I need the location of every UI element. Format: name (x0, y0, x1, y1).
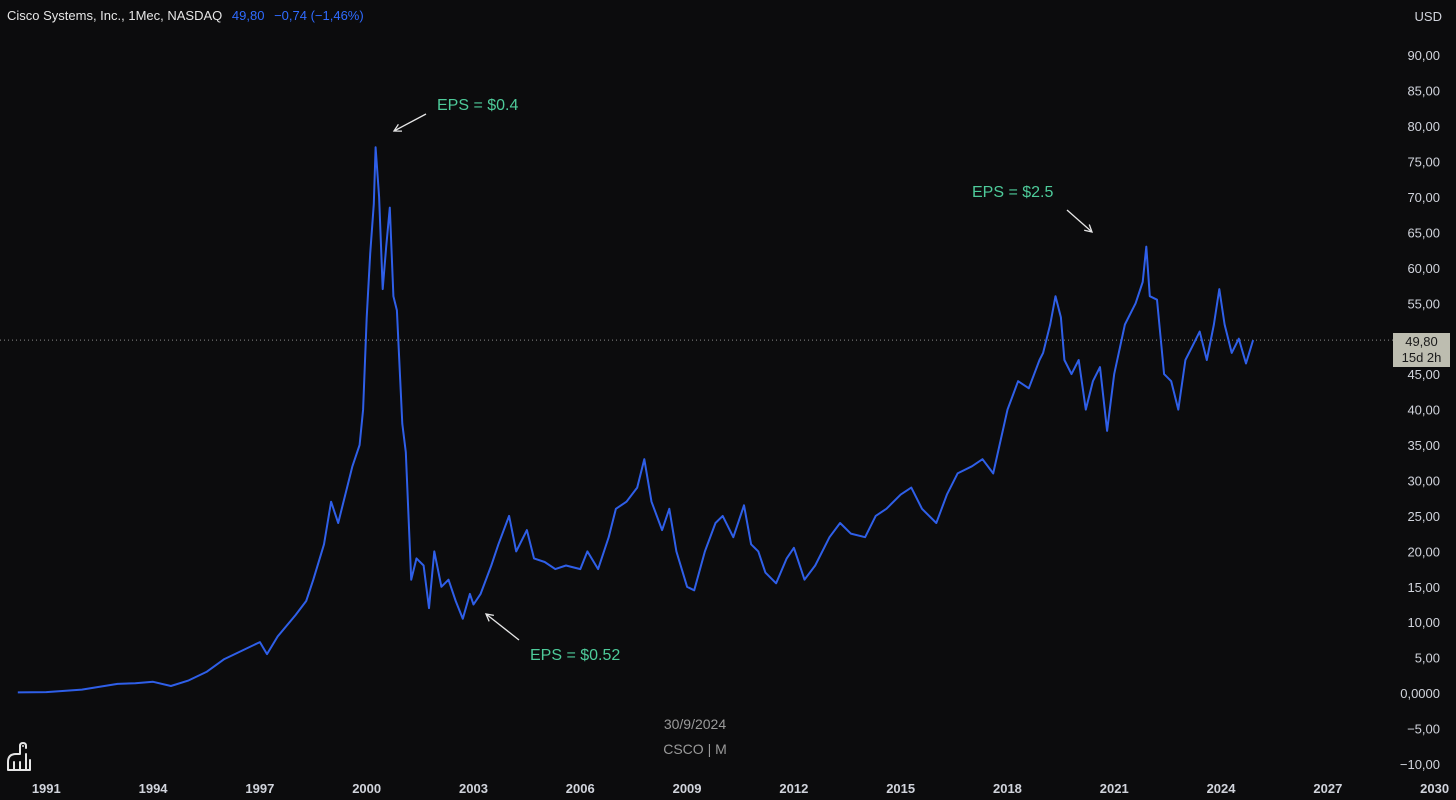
x-tick-label: 2018 (993, 781, 1022, 796)
price-change: −0,74 (−1,46%) (274, 8, 364, 23)
eps-annotation: EPS = $2.5 (972, 184, 1053, 201)
annotation-arrowhead (392, 123, 403, 132)
annotation-arrow (485, 613, 520, 641)
y-tick-label: 85,00 (1407, 84, 1440, 99)
y-tick-label: 40,00 (1407, 403, 1440, 418)
x-tick-label: 2006 (566, 781, 595, 796)
y-tick-label: 20,00 (1407, 544, 1440, 559)
x-tick-label: 1991 (32, 781, 61, 796)
y-tick-label: 90,00 (1407, 48, 1440, 63)
y-tick-label: 15,00 (1407, 580, 1440, 595)
y-tick-label: 75,00 (1407, 155, 1440, 170)
y-tick-label: 80,00 (1407, 119, 1440, 134)
x-tick-label: 2024 (1207, 781, 1237, 796)
y-tick-label: 25,00 (1407, 509, 1440, 524)
annotation-arrow (1066, 209, 1093, 233)
y-tick-label: 5,00 (1415, 651, 1440, 666)
watermark-date: 30/9/2024 (663, 716, 727, 732)
x-tick-label: 2012 (779, 781, 808, 796)
eps-annotation: EPS = $0.52 (530, 647, 620, 664)
y-tick-label: 60,00 (1407, 261, 1440, 276)
y-tick-label: 0,0000 (1400, 686, 1440, 701)
tradingview-logo-icon[interactable] (4, 740, 34, 774)
y-tick-label: −10,00 (1400, 757, 1440, 772)
y-tick-label: 35,00 (1407, 438, 1440, 453)
y-tick-label: 65,00 (1407, 225, 1440, 240)
annotation-arrowhead (484, 613, 494, 622)
y-tick-label: 45,00 (1407, 367, 1440, 382)
symbol-legend[interactable]: Cisco Systems, Inc., 1Mec, NASDAQ 49,80 … (7, 8, 364, 23)
y-tick-label: 10,00 (1407, 615, 1440, 630)
last-price: 49,80 (231, 8, 265, 23)
bar-countdown: 15d 2h (1401, 350, 1442, 365)
x-tick-label: 2009 (673, 781, 702, 796)
y-tick-label: −5,00 (1407, 722, 1440, 737)
x-tick-label: 2030 (1420, 781, 1449, 796)
x-tick-label: 2003 (459, 781, 488, 796)
price-axis[interactable]: 90,00 85,00 80,00 75,00 70,00 65,00 60,00 55,00… (1400, 48, 1440, 772)
x-tick-label: 1994 (139, 781, 169, 796)
x-tick-label: 2000 (352, 781, 381, 796)
symbol-title: Cisco Systems, Inc., 1Mec, NASDAQ (7, 8, 223, 23)
last-price-tag-value: 49,80 (1405, 334, 1438, 349)
last-price-tag: 49,80 15d 2h (1393, 333, 1450, 367)
annotation-arrowhead (1084, 224, 1094, 233)
annotation-arrow (393, 113, 427, 132)
time-axis[interactable]: 1991 1994 1997 2000 2003 2006 2009 2012 2015 2018… (32, 781, 1449, 796)
x-tick-label: 1997 (245, 781, 274, 796)
y-tick-label: 70,00 (1407, 190, 1440, 205)
y-tick-label: 30,00 (1407, 473, 1440, 488)
annotations: EPS = $0.4 EPS = $0.52 EPS = $2.5 (392, 97, 1094, 664)
eps-annotation: EPS = $0.4 (437, 97, 518, 114)
x-tick-label: 2015 (886, 781, 915, 796)
y-tick-label: 55,00 (1407, 296, 1440, 311)
x-tick-label: 2021 (1100, 781, 1129, 796)
currency-label[interactable]: USD (1414, 9, 1442, 24)
price-line (17, 146, 1255, 694)
watermark-symbol: CSCO | M (663, 741, 727, 757)
x-tick-label: 2027 (1313, 781, 1342, 796)
